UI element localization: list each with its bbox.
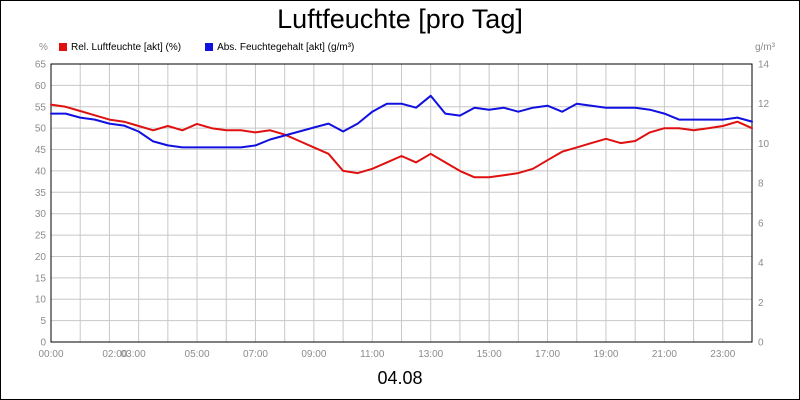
y-right-tick-label: 4	[758, 258, 764, 269]
x-tick-label: 17:00	[535, 349, 560, 360]
y-left-tick-label: 30	[35, 209, 47, 220]
legend-swatch-abs-humidity	[205, 43, 214, 51]
y-right-tick-label: 6	[758, 218, 764, 229]
chart-title: Luftfeuchte [pro Tag]	[277, 4, 523, 34]
y-left-tick-label: 35	[35, 188, 47, 199]
y-left-tick-label: 60	[35, 81, 47, 92]
y-left-tick-label: 25	[35, 231, 47, 242]
y-left-tick-label: 45	[35, 145, 47, 156]
x-tick-label: 11:00	[360, 349, 385, 360]
plot-border	[50, 63, 753, 343]
x-tick-label: 02:00	[102, 349, 127, 360]
y-right-tick-label: 12	[758, 99, 770, 110]
legend-item-abs-humidity: Abs. Feuchtegehalt [akt] (g/m³)	[205, 42, 354, 53]
chart-legend: Rel. Luftfeuchte [akt] (%) Abs. Feuchteg…	[59, 40, 378, 54]
x-tick-label: 09:00	[301, 349, 326, 360]
x-tick-label: 23:00	[710, 349, 735, 360]
y-left-tick-label: 50	[35, 124, 47, 135]
legend-label-abs-humidity: Abs. Feuchtegehalt [akt] (g/m³)	[217, 41, 355, 53]
y-left-tick-label: 65	[35, 60, 47, 71]
x-tick-label: 19:00	[593, 349, 618, 360]
series-line-rel-humidity	[50, 103, 753, 179]
x-axis-date-label: 04.08	[377, 368, 423, 388]
y-left-tick-label: 0	[40, 338, 46, 349]
y-right-tick-label: 14	[758, 60, 770, 71]
x-tick-label: 05:00	[185, 349, 210, 360]
y-left-tick-label: 10	[35, 295, 47, 306]
y-right-tick-label: 8	[758, 179, 764, 190]
y-left-tick-label: 5	[40, 316, 46, 327]
legend-label-rel-humidity: Rel. Luftfeuchte [akt] (%)	[71, 41, 182, 53]
y-left-tick-label: 20	[35, 252, 47, 263]
legend-swatch-rel-humidity	[59, 43, 67, 51]
y-left-tick-label: 55	[35, 102, 47, 113]
x-tick-label: 00:00	[38, 349, 63, 360]
left-axis-unit: %	[39, 42, 48, 53]
x-tick-label: 15:00	[477, 349, 502, 360]
x-tick-label: 03:00	[121, 349, 146, 360]
x-tick-label: 21:00	[652, 349, 677, 360]
y-left-tick-label: 40	[35, 166, 47, 177]
y-left-tick-label: 15	[35, 273, 47, 284]
right-axis-unit: g/m³	[755, 42, 775, 53]
y-right-tick-label: 10	[758, 139, 770, 150]
legend-item-rel-humidity: Rel. Luftfeuchte [akt] (%)	[59, 42, 181, 53]
y-right-tick-label: 0	[758, 338, 764, 349]
x-tick-label: 07:00	[243, 349, 268, 360]
series-line-abs-humidity	[50, 94, 753, 149]
y-right-tick-label: 2	[758, 298, 764, 309]
x-tick-label: 13:00	[418, 349, 443, 360]
